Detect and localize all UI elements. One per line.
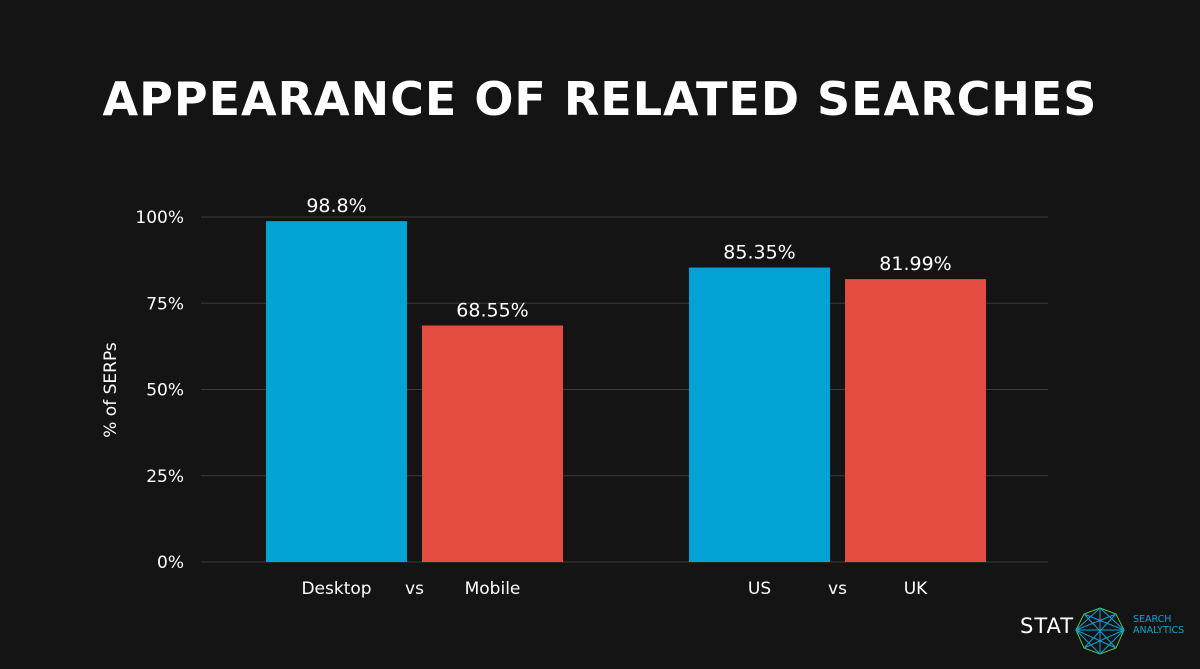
stat-logo: STAT SEARCH ANALYTICS: [1020, 606, 1190, 656]
y-tick-label: 50%: [146, 381, 184, 401]
data-label: 81.99%: [879, 253, 951, 275]
logo-tagline: SEARCH ANALYTICS: [1133, 614, 1185, 636]
bar-us: [689, 267, 830, 562]
chart-title: APPEARANCE OF RELATED SEARCHES: [102, 72, 1098, 126]
data-label: 85.35%: [723, 242, 795, 264]
logo-brand: STAT: [1020, 614, 1075, 638]
x-tick-label: Desktop: [301, 579, 371, 599]
bar-uk: [845, 279, 986, 562]
y-tick-label: 25%: [146, 467, 184, 487]
logo-polygon-icon: [1074, 607, 1126, 655]
data-label: 68.55%: [456, 300, 528, 322]
data-label: 98.8%: [306, 195, 366, 217]
y-tick-label: 0%: [157, 553, 184, 573]
y-tick-label: 100%: [135, 208, 184, 228]
y-tick-label: 75%: [146, 294, 184, 314]
y-axis-label: % of SERPs: [101, 342, 121, 438]
vs-separator: vs: [828, 579, 847, 599]
x-tick-label: UK: [904, 579, 928, 599]
bar-mobile: [422, 325, 563, 562]
x-tick-label: Mobile: [465, 579, 521, 599]
x-tick-label: US: [748, 579, 771, 599]
vs-separator: vs: [405, 579, 424, 599]
bar-desktop: [266, 221, 407, 562]
